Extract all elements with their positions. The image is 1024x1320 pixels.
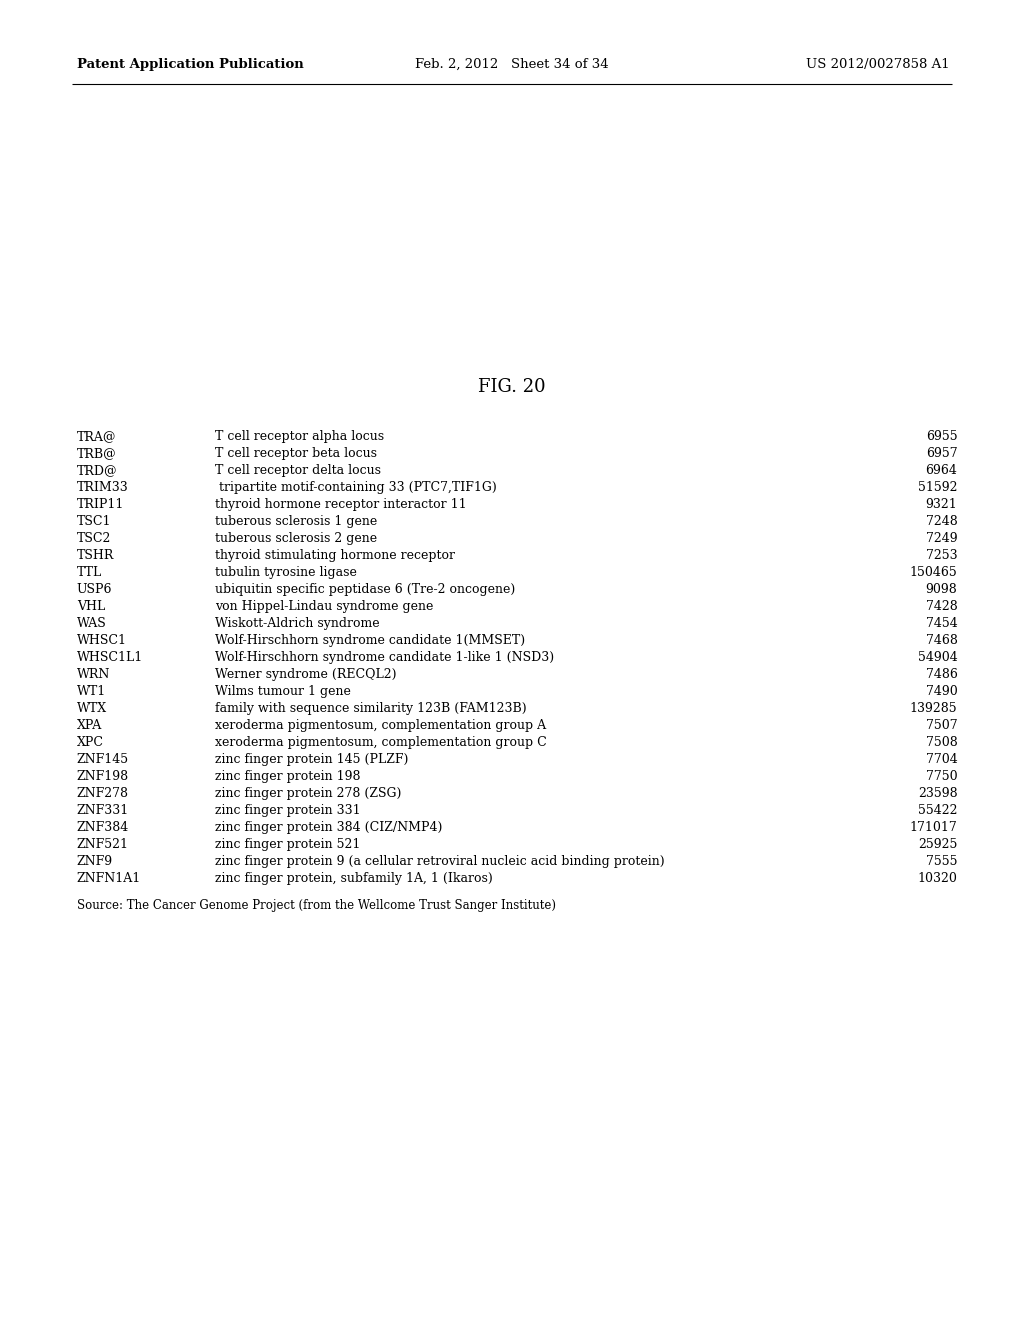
Text: 55422: 55422 (918, 804, 957, 817)
Text: 7507: 7507 (926, 719, 957, 733)
Text: 7508: 7508 (926, 737, 957, 748)
Text: TRD@: TRD@ (77, 465, 118, 477)
Text: thyroid hormone receptor interactor 11: thyroid hormone receptor interactor 11 (215, 498, 467, 511)
Text: USP6: USP6 (77, 583, 113, 597)
Text: Werner syndrome (RECQL2): Werner syndrome (RECQL2) (215, 668, 396, 681)
Text: 7704: 7704 (926, 752, 957, 766)
Text: 171017: 171017 (909, 821, 957, 834)
Text: WHSC1L1: WHSC1L1 (77, 651, 143, 664)
Text: 7454: 7454 (926, 616, 957, 630)
Text: zinc finger protein 521: zinc finger protein 521 (215, 838, 360, 851)
Text: zinc finger protein, subfamily 1A, 1 (Ikaros): zinc finger protein, subfamily 1A, 1 (Ik… (215, 873, 493, 884)
Text: thyroid stimulating hormone receptor: thyroid stimulating hormone receptor (215, 549, 455, 562)
Text: ZNFN1A1: ZNFN1A1 (77, 873, 141, 884)
Text: T cell receptor beta locus: T cell receptor beta locus (215, 447, 377, 459)
Text: 51592: 51592 (918, 480, 957, 494)
Text: WT1: WT1 (77, 685, 106, 698)
Text: WHSC1: WHSC1 (77, 634, 127, 647)
Text: 7750: 7750 (926, 770, 957, 783)
Text: XPA: XPA (77, 719, 102, 733)
Text: ZNF521: ZNF521 (77, 838, 129, 851)
Text: ZNF331: ZNF331 (77, 804, 129, 817)
Text: WRN: WRN (77, 668, 111, 681)
Text: 10320: 10320 (918, 873, 957, 884)
Text: TRIP11: TRIP11 (77, 498, 124, 511)
Text: zinc finger protein 198: zinc finger protein 198 (215, 770, 360, 783)
Text: zinc finger protein 278 (ZSG): zinc finger protein 278 (ZSG) (215, 787, 401, 800)
Text: 139285: 139285 (909, 702, 957, 715)
Text: von Hippel-Lindau syndrome gene: von Hippel-Lindau syndrome gene (215, 601, 433, 612)
Text: TRIM33: TRIM33 (77, 480, 129, 494)
Text: ubiquitin specific peptidase 6 (Tre-2 oncogene): ubiquitin specific peptidase 6 (Tre-2 on… (215, 583, 515, 597)
Text: Wolf-Hirschhorn syndrome candidate 1(MMSET): Wolf-Hirschhorn syndrome candidate 1(MMS… (215, 634, 525, 647)
Text: 7486: 7486 (926, 668, 957, 681)
Text: Wolf-Hirschhorn syndrome candidate 1-like 1 (NSD3): Wolf-Hirschhorn syndrome candidate 1-lik… (215, 651, 554, 664)
Text: TSC1: TSC1 (77, 515, 112, 528)
Text: ZNF145: ZNF145 (77, 752, 129, 766)
Text: 7249: 7249 (926, 532, 957, 545)
Text: US 2012/0027858 A1: US 2012/0027858 A1 (806, 58, 950, 71)
Text: T cell receptor delta locus: T cell receptor delta locus (215, 465, 381, 477)
Text: Wiskott-Aldrich syndrome: Wiskott-Aldrich syndrome (215, 616, 380, 630)
Text: 7428: 7428 (926, 601, 957, 612)
Text: TTL: TTL (77, 566, 102, 579)
Text: WAS: WAS (77, 616, 106, 630)
Text: T cell receptor alpha locus: T cell receptor alpha locus (215, 430, 384, 444)
Text: 150465: 150465 (909, 566, 957, 579)
Text: FIG. 20: FIG. 20 (478, 378, 546, 396)
Text: ZNF384: ZNF384 (77, 821, 129, 834)
Text: WTX: WTX (77, 702, 106, 715)
Text: 6964: 6964 (926, 465, 957, 477)
Text: 25925: 25925 (919, 838, 957, 851)
Text: xeroderma pigmentosum, complementation group C: xeroderma pigmentosum, complementation g… (215, 737, 547, 748)
Text: 9098: 9098 (926, 583, 957, 597)
Text: tuberous sclerosis 1 gene: tuberous sclerosis 1 gene (215, 515, 377, 528)
Text: zinc finger protein 145 (PLZF): zinc finger protein 145 (PLZF) (215, 752, 409, 766)
Text: zinc finger protein 9 (a cellular retroviral nucleic acid binding protein): zinc finger protein 9 (a cellular retrov… (215, 855, 665, 869)
Text: 7555: 7555 (926, 855, 957, 869)
Text: 54904: 54904 (918, 651, 957, 664)
Text: 6955: 6955 (926, 430, 957, 444)
Text: 9321: 9321 (926, 498, 957, 511)
Text: 23598: 23598 (918, 787, 957, 800)
Text: tubulin tyrosine ligase: tubulin tyrosine ligase (215, 566, 357, 579)
Text: xeroderma pigmentosum, complementation group A: xeroderma pigmentosum, complementation g… (215, 719, 546, 733)
Text: zinc finger protein 331: zinc finger protein 331 (215, 804, 360, 817)
Text: 7248: 7248 (926, 515, 957, 528)
Text: family with sequence similarity 123B (FAM123B): family with sequence similarity 123B (FA… (215, 702, 526, 715)
Text: TRA@: TRA@ (77, 430, 116, 444)
Text: Patent Application Publication: Patent Application Publication (77, 58, 304, 71)
Text: 7468: 7468 (926, 634, 957, 647)
Text: TRB@: TRB@ (77, 447, 117, 459)
Text: 7253: 7253 (926, 549, 957, 562)
Text: zinc finger protein 384 (CIZ/NMP4): zinc finger protein 384 (CIZ/NMP4) (215, 821, 442, 834)
Text: ZNF278: ZNF278 (77, 787, 129, 800)
Text: Source: The Cancer Genome Project (from the Wellcome Trust Sanger Institute): Source: The Cancer Genome Project (from … (77, 899, 556, 912)
Text: tuberous sclerosis 2 gene: tuberous sclerosis 2 gene (215, 532, 377, 545)
Text: Feb. 2, 2012   Sheet 34 of 34: Feb. 2, 2012 Sheet 34 of 34 (415, 58, 609, 71)
Text: TSC2: TSC2 (77, 532, 112, 545)
Text: tripartite motif-containing 33 (PTC7,TIF1G): tripartite motif-containing 33 (PTC7,TIF… (215, 480, 497, 494)
Text: Wilms tumour 1 gene: Wilms tumour 1 gene (215, 685, 351, 698)
Text: XPC: XPC (77, 737, 103, 748)
Text: 7490: 7490 (926, 685, 957, 698)
Text: TSHR: TSHR (77, 549, 114, 562)
Text: ZNF9: ZNF9 (77, 855, 113, 869)
Text: ZNF198: ZNF198 (77, 770, 129, 783)
Text: 6957: 6957 (926, 447, 957, 459)
Text: VHL: VHL (77, 601, 105, 612)
